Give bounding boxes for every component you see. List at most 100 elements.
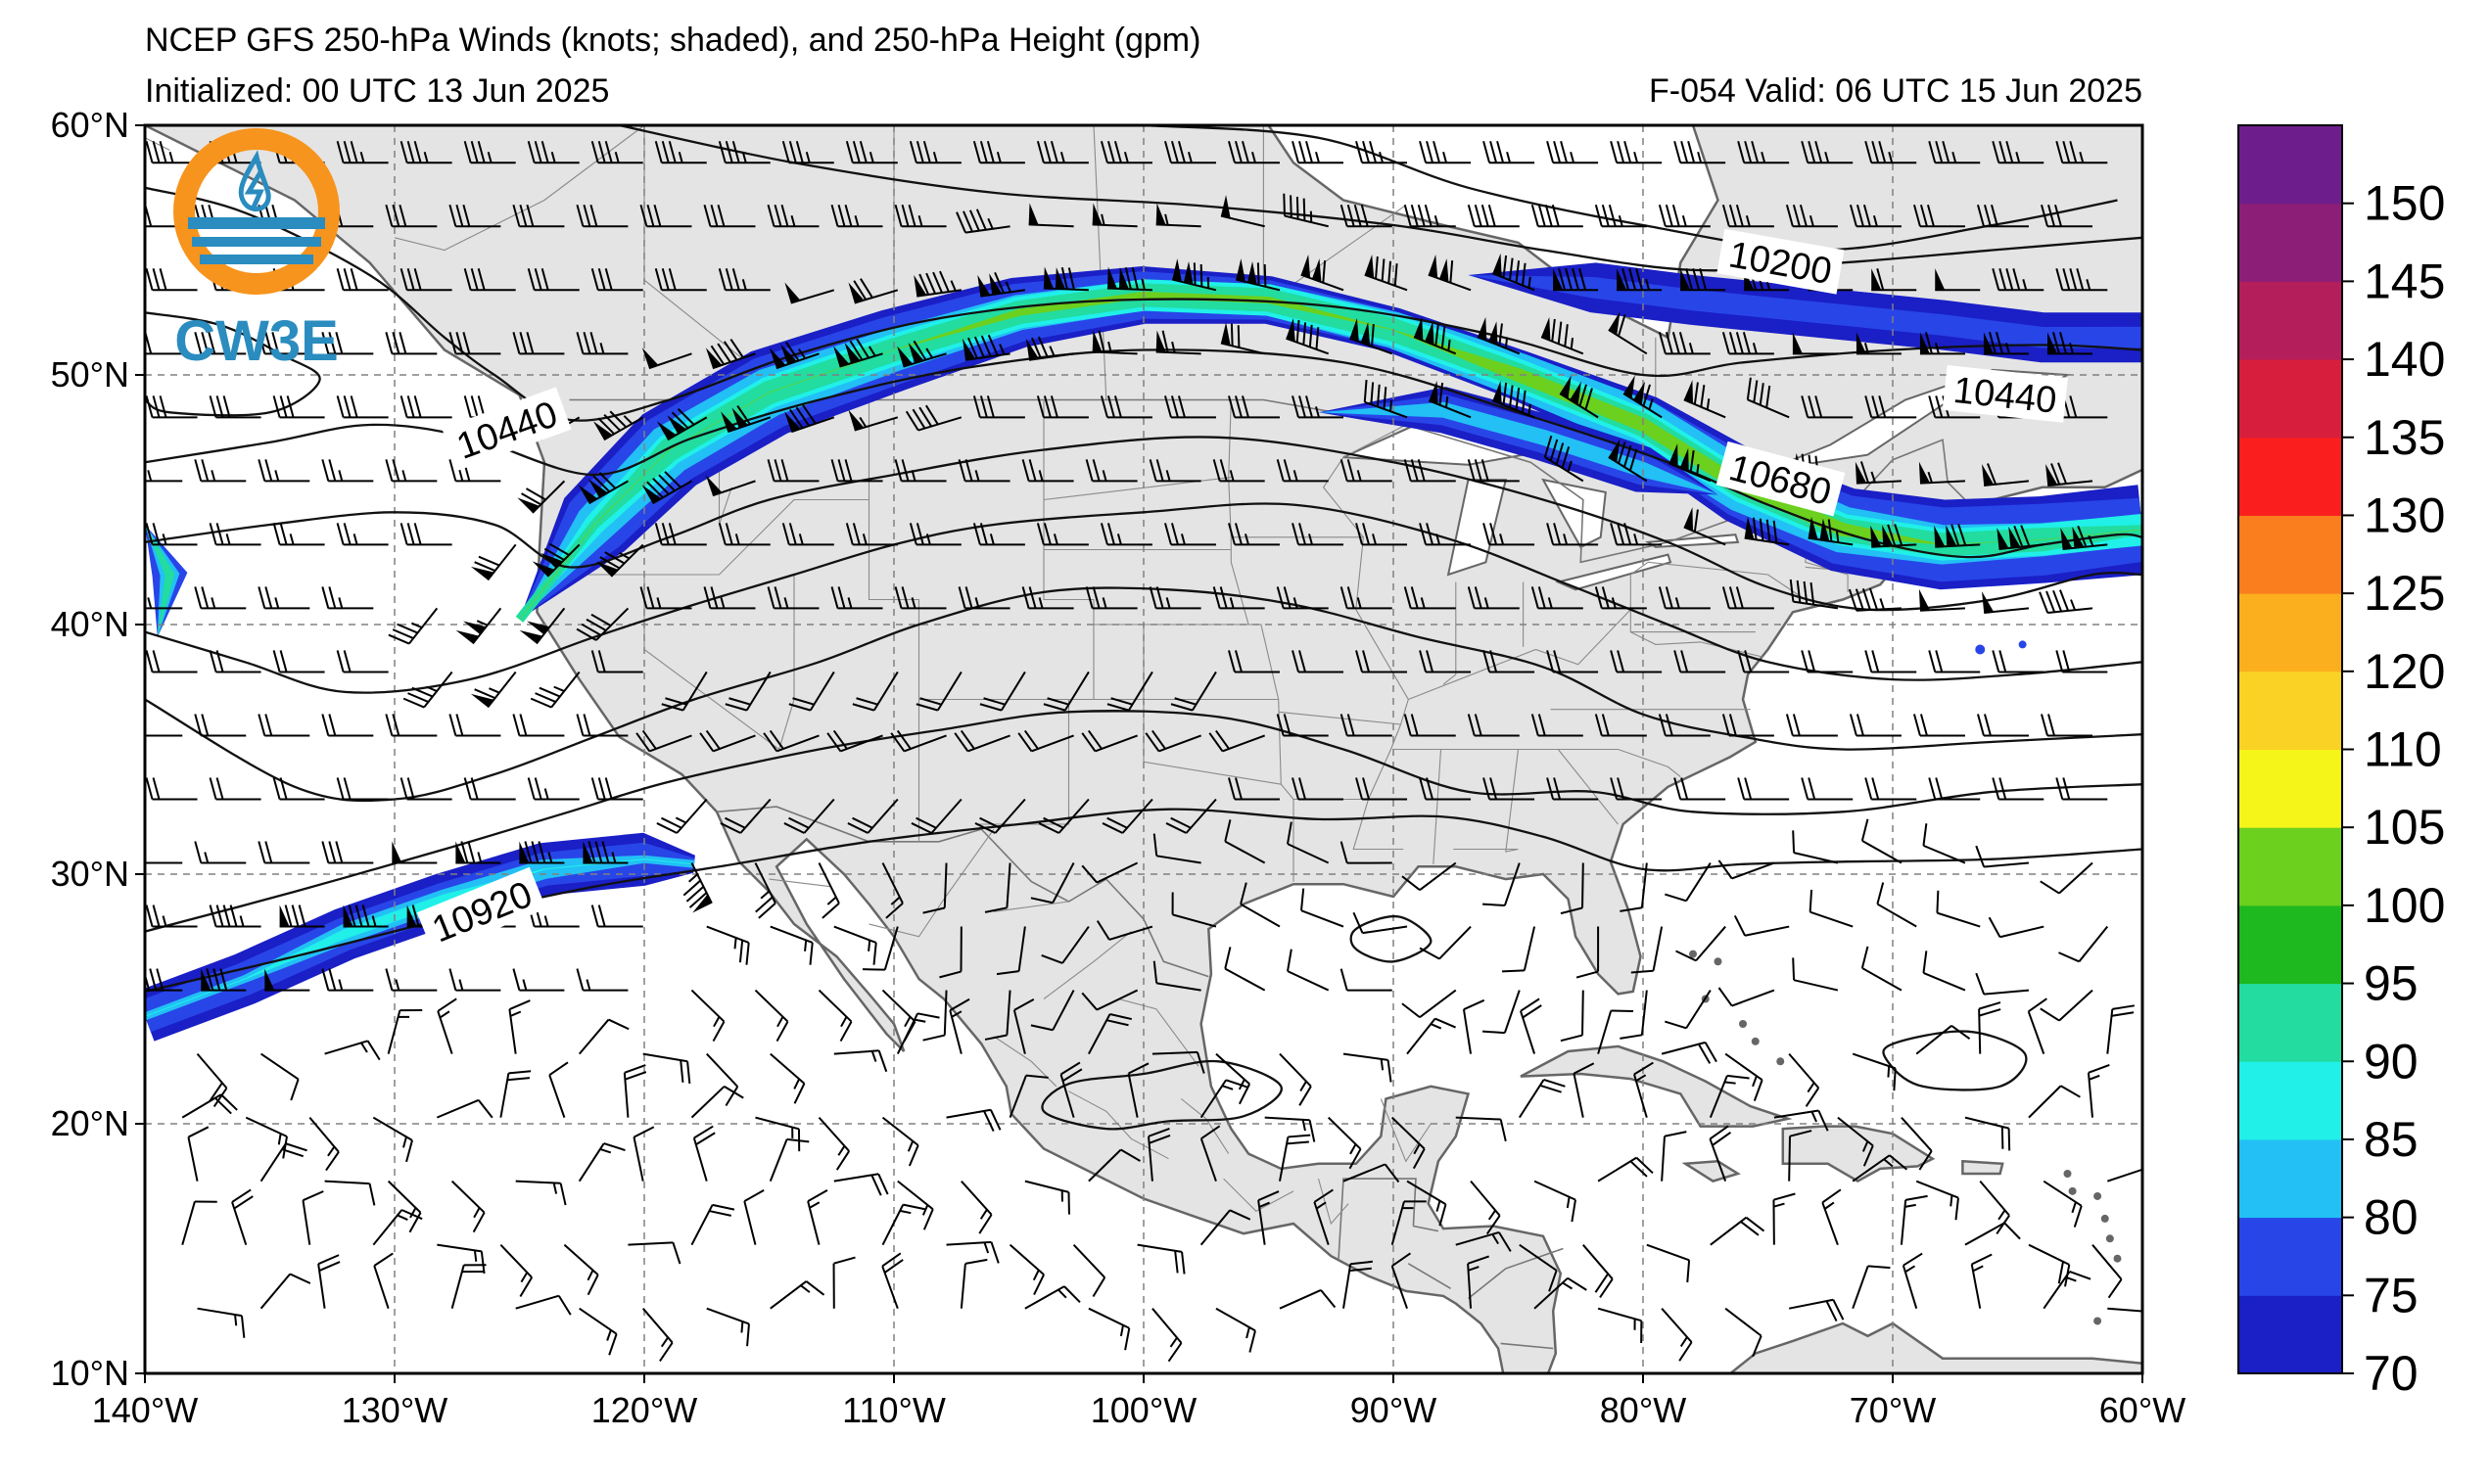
colorbar-label: 75 xyxy=(2364,1268,2419,1322)
barb-full-feather xyxy=(1502,970,1525,971)
jet-speck-1 xyxy=(2019,640,2027,648)
logo-water-band-3 xyxy=(200,255,313,264)
colorbar-segment xyxy=(2238,672,2342,750)
barb-full-feather xyxy=(138,459,144,481)
barb-full-feather xyxy=(1297,197,1298,219)
lon-tick-label: 90°W xyxy=(1350,1390,1436,1430)
figure-title: NCEP GFS 250-hPa Winds (knots; shaded), … xyxy=(145,22,1200,59)
colorbar: 7075808590951001051101201251301351401451… xyxy=(2238,125,2445,1401)
barb-half-feather xyxy=(475,1250,476,1261)
barb-full-feather xyxy=(1304,199,1305,221)
colorbar-label: 105 xyxy=(2364,800,2445,855)
colorbar-segment xyxy=(2238,905,2342,984)
barb-half-feather xyxy=(1888,1066,1889,1077)
barb-full-feather xyxy=(1793,830,1794,853)
lon-tick-label: 70°W xyxy=(1850,1390,1936,1430)
barb-full-feather xyxy=(138,205,144,226)
barb-full-feather xyxy=(1284,194,1285,216)
barb-full-feather xyxy=(138,714,144,735)
lat-tick-label: 50°N xyxy=(51,354,129,394)
barb-full-feather xyxy=(1793,957,1794,980)
colorbar-segment xyxy=(2238,984,2342,1062)
jet-speck-0 xyxy=(1975,645,1985,655)
lon-tick-label: 130°W xyxy=(342,1390,447,1430)
colorbar-label: 120 xyxy=(2364,644,2445,699)
lat-tick-label: 20°N xyxy=(51,1103,129,1143)
colorbar-label: 110 xyxy=(2364,722,2442,777)
barb-half-feather xyxy=(805,940,806,951)
cw3e-logo: CW3E xyxy=(174,139,339,373)
puerto-rico-island xyxy=(1962,1161,2002,1174)
barb-full-feather xyxy=(1232,324,1233,347)
colorbar-segment xyxy=(2238,515,2342,593)
colorbar-segment xyxy=(2238,359,2342,438)
barb-full-feather xyxy=(131,332,137,353)
colorbar-label: 130 xyxy=(2364,487,2445,542)
barb-full-feather xyxy=(138,586,144,608)
barb-half-feather xyxy=(2145,1312,2147,1322)
colorbar-segment xyxy=(2238,438,2342,516)
colorbar-label: 95 xyxy=(2364,956,2419,1011)
lon-tick-label: 120°W xyxy=(591,1390,697,1430)
antilles-island-1 xyxy=(2106,1234,2114,1242)
barb-half-feather xyxy=(1448,340,1449,350)
barb-half-feather xyxy=(1529,404,1530,415)
colorbar-segment xyxy=(2238,281,2342,359)
colorbar-label: 125 xyxy=(2364,566,2445,621)
barb-full-feather xyxy=(131,205,137,226)
antilles-island-5 xyxy=(2069,1187,2077,1195)
lon-tick-label: 140°W xyxy=(92,1390,198,1430)
barb-half-feather xyxy=(1724,1082,1735,1083)
barb-full-feather xyxy=(2150,1167,2163,1185)
barb-half-feather xyxy=(741,1322,742,1332)
barb-staff xyxy=(1582,863,1583,908)
colorbar-segment xyxy=(2238,750,2342,828)
barb-half-feather xyxy=(1390,400,1391,411)
colorbar-segment xyxy=(2238,125,2342,204)
lat-tick-label: 40°N xyxy=(51,604,129,644)
barb-full-feather xyxy=(131,714,137,735)
colorbar-segment xyxy=(2238,593,2342,672)
barb-half-feather xyxy=(1446,396,1447,407)
barb-full-feather xyxy=(138,332,144,353)
barb-half-feather xyxy=(235,1315,236,1325)
colorbar-segment xyxy=(2238,1061,2342,1139)
barb-half-feather xyxy=(1529,277,1530,288)
logo-text: CW3E xyxy=(174,309,339,373)
barb-full-feather xyxy=(1195,262,1196,285)
barb-full-feather xyxy=(131,459,137,481)
colorbar-segment xyxy=(2238,827,2342,905)
colorbar-segment xyxy=(2238,204,2342,282)
lat-tick-label: 10°N xyxy=(51,1353,129,1393)
barb-full-feather xyxy=(131,842,137,863)
barb-full-feather xyxy=(1239,325,1240,348)
bahamas-island-1 xyxy=(1715,957,1722,965)
valid-time: F-054 Valid: 06 UTC 15 Jun 2025 xyxy=(1649,72,2142,110)
lon-tick-label: 100°W xyxy=(1091,1390,1197,1430)
barb-full-feather xyxy=(131,586,137,608)
colorbar-label: 135 xyxy=(2364,410,2445,465)
barb-half-feather xyxy=(1506,337,1507,348)
colorbar-label: 140 xyxy=(2364,332,2445,387)
barb-full-feather xyxy=(1258,262,1259,285)
bahamas-island-0 xyxy=(1689,951,1697,958)
bahamas-island-5 xyxy=(1776,1057,1784,1065)
colorbar-label: 150 xyxy=(2364,176,2445,231)
barb-half-feather xyxy=(1572,338,1573,348)
barb-full-feather xyxy=(2002,1127,2003,1149)
colorbar-label: 85 xyxy=(2364,1112,2419,1167)
antilles-island-2 xyxy=(2114,1255,2122,1263)
colorbar-segment xyxy=(2238,1139,2342,1218)
lon-tick-label: 60°W xyxy=(2099,1390,2185,1430)
barb-staff xyxy=(1582,991,1583,1036)
barb-full-feather xyxy=(1611,1011,1633,1012)
barb-full-feather xyxy=(1937,891,1938,913)
antilles-island-4 xyxy=(2064,1170,2072,1178)
logo-water-band-1 xyxy=(188,217,325,229)
barb-full-feather xyxy=(2152,1312,2156,1333)
colorbar-segment xyxy=(2238,1295,2342,1373)
colorbar-label: 70 xyxy=(2364,1346,2419,1401)
barb-full-feather xyxy=(1894,1068,1895,1090)
